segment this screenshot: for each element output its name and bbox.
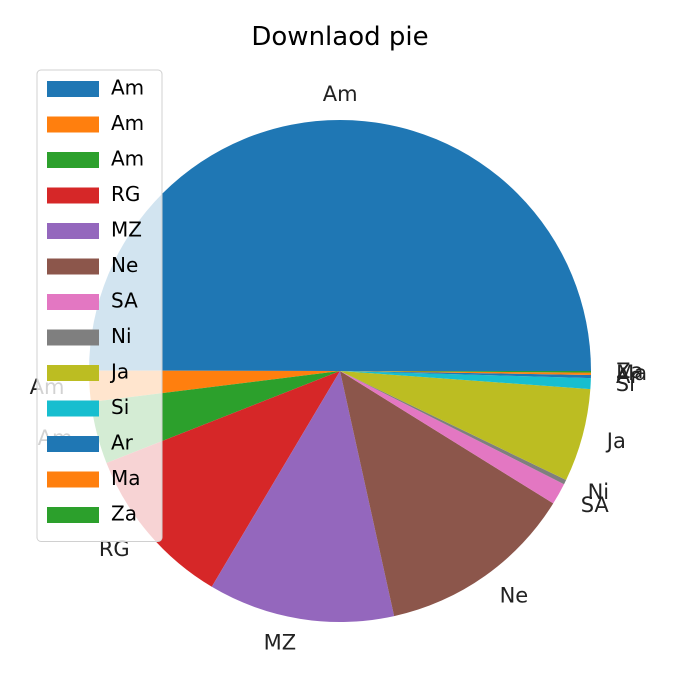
legend-swatch-8 (47, 365, 99, 381)
pie-slice-0 (89, 119, 592, 372)
pie-slice-6 (340, 371, 565, 504)
pie-slice-label-10: Ar (616, 364, 639, 388)
chart-title: Downlaod pie (251, 22, 428, 52)
pie-slice-3 (106, 371, 340, 587)
pie-slice-12 (340, 371, 591, 373)
legend: Am Am Am RG MZ Ne SA Ni Ja Si Ar Ma Za (36, 69, 163, 542)
pie-slice-7 (340, 371, 567, 485)
pie-slice-label-7: Ni (588, 480, 610, 504)
legend-label-1: Am (111, 111, 144, 135)
pie-slice-label-6: SA (581, 493, 610, 517)
pie-slice-label-4: MZ (264, 631, 297, 655)
pie-slice-label-11: Ma (616, 361, 647, 385)
legend-swatch-2 (47, 152, 99, 168)
pie-slices (89, 119, 592, 623)
legend-swatch-12 (47, 507, 99, 523)
legend-label-0: Am (111, 76, 144, 100)
legend-swatch-6 (47, 294, 99, 310)
pie-slice-label-8: Ja (605, 429, 626, 453)
legend-swatch-7 (47, 329, 99, 346)
legend-label-3: RG (111, 182, 140, 206)
pie-slice-9 (340, 371, 591, 390)
legend-label-5: Ne (111, 253, 138, 277)
pie-slice-4 (211, 371, 395, 623)
legend-label-9: Si (111, 395, 129, 419)
legend-label-10: Ar (111, 431, 134, 455)
legend-swatch-5 (47, 258, 99, 275)
pie-slice-label-9: Si (616, 372, 635, 396)
legend-swatch-9 (47, 400, 99, 417)
pie-slice-10 (340, 371, 591, 379)
legend-label-6: SA (111, 289, 138, 313)
legend-label-2: Am (111, 147, 144, 171)
legend-swatch-1 (47, 116, 99, 133)
legend-label-11: Ma (111, 466, 141, 490)
legend-swatch-10 (47, 436, 99, 452)
legend-swatch-4 (47, 223, 99, 239)
legend-label-7: Ni (111, 324, 132, 348)
pie-slice-label-12: Za (616, 359, 643, 383)
legend-label-12: Za (111, 502, 137, 526)
pie-slice-8 (340, 371, 591, 480)
legend-label-8: Ja (109, 360, 129, 384)
legend-swatch-11 (47, 471, 99, 488)
pie-slice-label-0: Am (323, 82, 358, 106)
pie-slice-label-5: Ne (500, 583, 529, 607)
legend-label-4: MZ (111, 218, 142, 242)
legend-swatch-0 (47, 81, 99, 97)
pie-slice-5 (340, 371, 554, 617)
legend-swatch-3 (47, 187, 99, 204)
pie-slice-11 (340, 371, 591, 375)
